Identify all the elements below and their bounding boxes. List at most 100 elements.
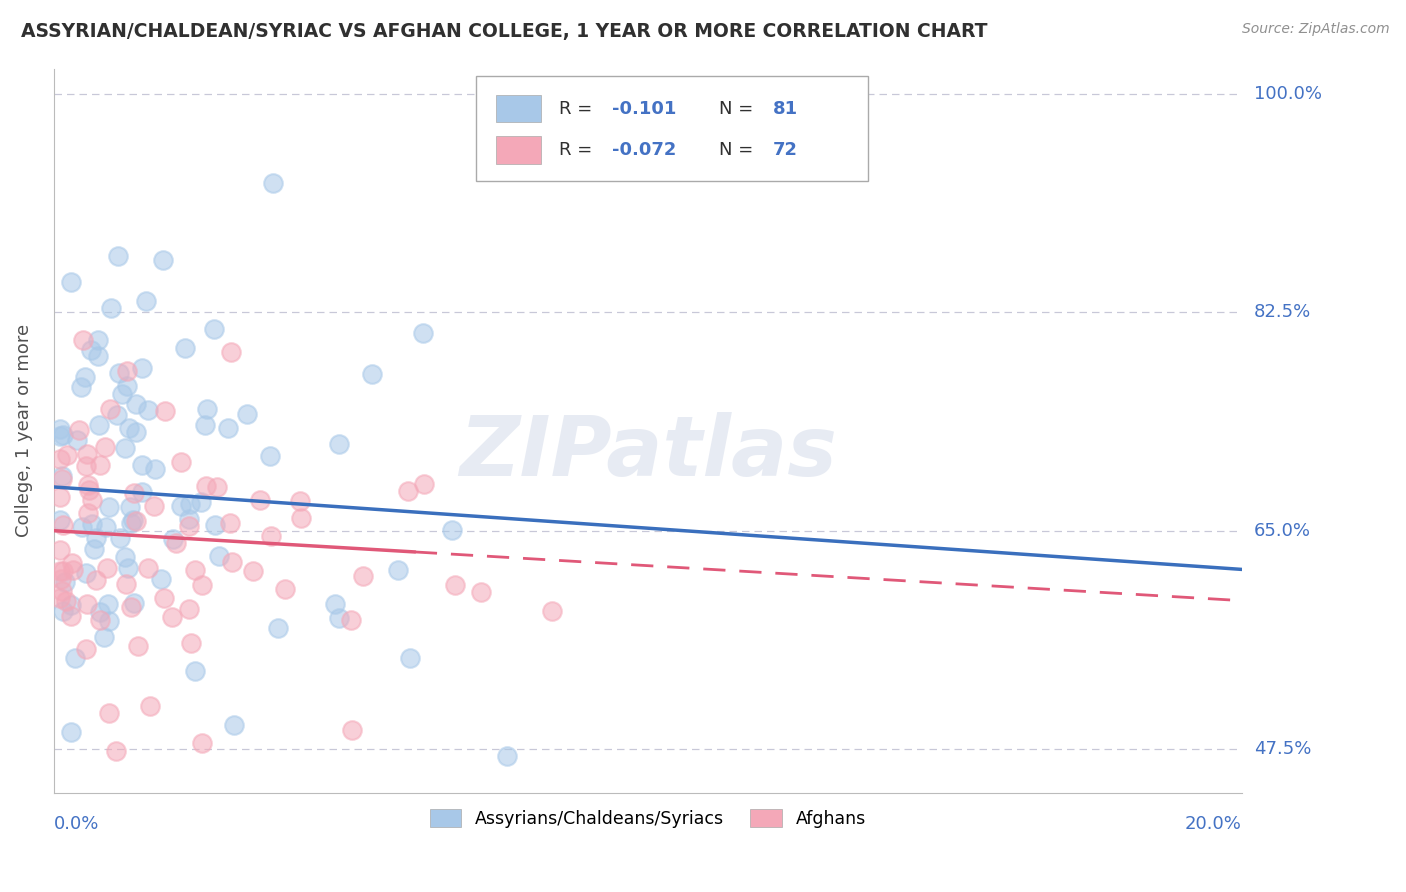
Point bbox=[52, 427, 75, 442]
Point bbox=[51, 472, 73, 486]
Point bbox=[340, 723, 363, 737]
Point bbox=[86, 333, 108, 347]
Text: 82.5%: 82.5% bbox=[1254, 303, 1310, 321]
Point bbox=[77, 478, 100, 492]
Point bbox=[120, 516, 142, 530]
Point bbox=[118, 500, 141, 514]
Point bbox=[97, 597, 120, 611]
Point bbox=[89, 613, 111, 627]
Point bbox=[121, 513, 143, 527]
Point bbox=[121, 599, 143, 614]
Point bbox=[98, 500, 121, 515]
Text: R =: R = bbox=[558, 100, 598, 118]
Text: Source: ZipAtlas.com: Source: ZipAtlas.com bbox=[1241, 22, 1389, 37]
Point bbox=[288, 494, 311, 508]
Text: 100.0%: 100.0% bbox=[1254, 85, 1322, 103]
Point bbox=[180, 636, 202, 650]
Text: N =: N = bbox=[718, 100, 759, 118]
Point bbox=[170, 499, 193, 513]
Point bbox=[93, 440, 115, 454]
Text: N =: N = bbox=[718, 141, 759, 159]
Point bbox=[100, 402, 122, 417]
Text: -0.072: -0.072 bbox=[612, 141, 676, 159]
Point bbox=[328, 611, 350, 625]
Point bbox=[131, 485, 153, 500]
Point bbox=[107, 249, 129, 263]
Point bbox=[52, 564, 75, 578]
Point bbox=[62, 563, 84, 577]
Text: 72: 72 bbox=[772, 141, 797, 159]
Point bbox=[131, 458, 153, 472]
Point bbox=[155, 403, 177, 417]
Point bbox=[89, 605, 111, 619]
Point bbox=[236, 407, 259, 421]
Text: 81: 81 bbox=[772, 100, 797, 118]
Point bbox=[170, 454, 193, 468]
Point bbox=[470, 584, 492, 599]
Point bbox=[72, 333, 94, 347]
Point bbox=[339, 613, 361, 627]
Point bbox=[66, 433, 89, 447]
Point bbox=[125, 396, 148, 410]
Point bbox=[52, 518, 75, 533]
Point bbox=[94, 520, 117, 534]
Point bbox=[114, 577, 136, 591]
Point bbox=[70, 380, 93, 394]
Point bbox=[49, 451, 72, 466]
Point bbox=[76, 597, 98, 611]
Point bbox=[115, 364, 138, 378]
Point bbox=[114, 550, 136, 565]
Point bbox=[75, 641, 97, 656]
Point bbox=[49, 429, 72, 443]
Point bbox=[93, 630, 115, 644]
Point bbox=[60, 599, 83, 613]
Point bbox=[131, 361, 153, 376]
Point bbox=[249, 493, 271, 508]
Point bbox=[328, 436, 350, 450]
Point bbox=[89, 458, 111, 473]
Point bbox=[97, 614, 120, 628]
Point bbox=[191, 736, 214, 750]
Point bbox=[165, 535, 187, 549]
FancyBboxPatch shape bbox=[475, 76, 868, 181]
Point bbox=[136, 402, 159, 417]
Point bbox=[541, 604, 564, 618]
Point bbox=[65, 650, 87, 665]
Text: 47.5%: 47.5% bbox=[1254, 740, 1310, 758]
Point bbox=[221, 556, 243, 570]
Point bbox=[399, 650, 422, 665]
Point bbox=[260, 528, 283, 542]
Point bbox=[387, 563, 409, 577]
Point bbox=[51, 584, 73, 599]
Point bbox=[190, 495, 212, 509]
Point bbox=[49, 422, 72, 436]
Point bbox=[67, 423, 90, 437]
Point bbox=[208, 549, 231, 563]
Point bbox=[87, 349, 110, 363]
Point bbox=[135, 294, 157, 309]
Point bbox=[53, 575, 76, 590]
Point bbox=[242, 565, 264, 579]
Point bbox=[49, 591, 72, 605]
Point bbox=[108, 531, 131, 545]
Point bbox=[111, 387, 134, 401]
Point bbox=[49, 564, 72, 578]
Point bbox=[49, 490, 72, 504]
Point bbox=[56, 448, 79, 462]
Point bbox=[152, 252, 174, 267]
Point bbox=[190, 578, 212, 592]
Point bbox=[139, 698, 162, 713]
Point bbox=[259, 449, 281, 463]
Point bbox=[82, 492, 104, 507]
Point bbox=[49, 512, 72, 526]
Point bbox=[195, 402, 218, 417]
Point bbox=[205, 480, 228, 494]
Point bbox=[443, 578, 465, 592]
Point bbox=[105, 408, 128, 422]
Point bbox=[49, 573, 72, 587]
Point bbox=[82, 517, 104, 532]
Point bbox=[104, 743, 127, 757]
Point bbox=[396, 484, 419, 499]
Point bbox=[222, 718, 245, 732]
Point bbox=[290, 510, 312, 524]
